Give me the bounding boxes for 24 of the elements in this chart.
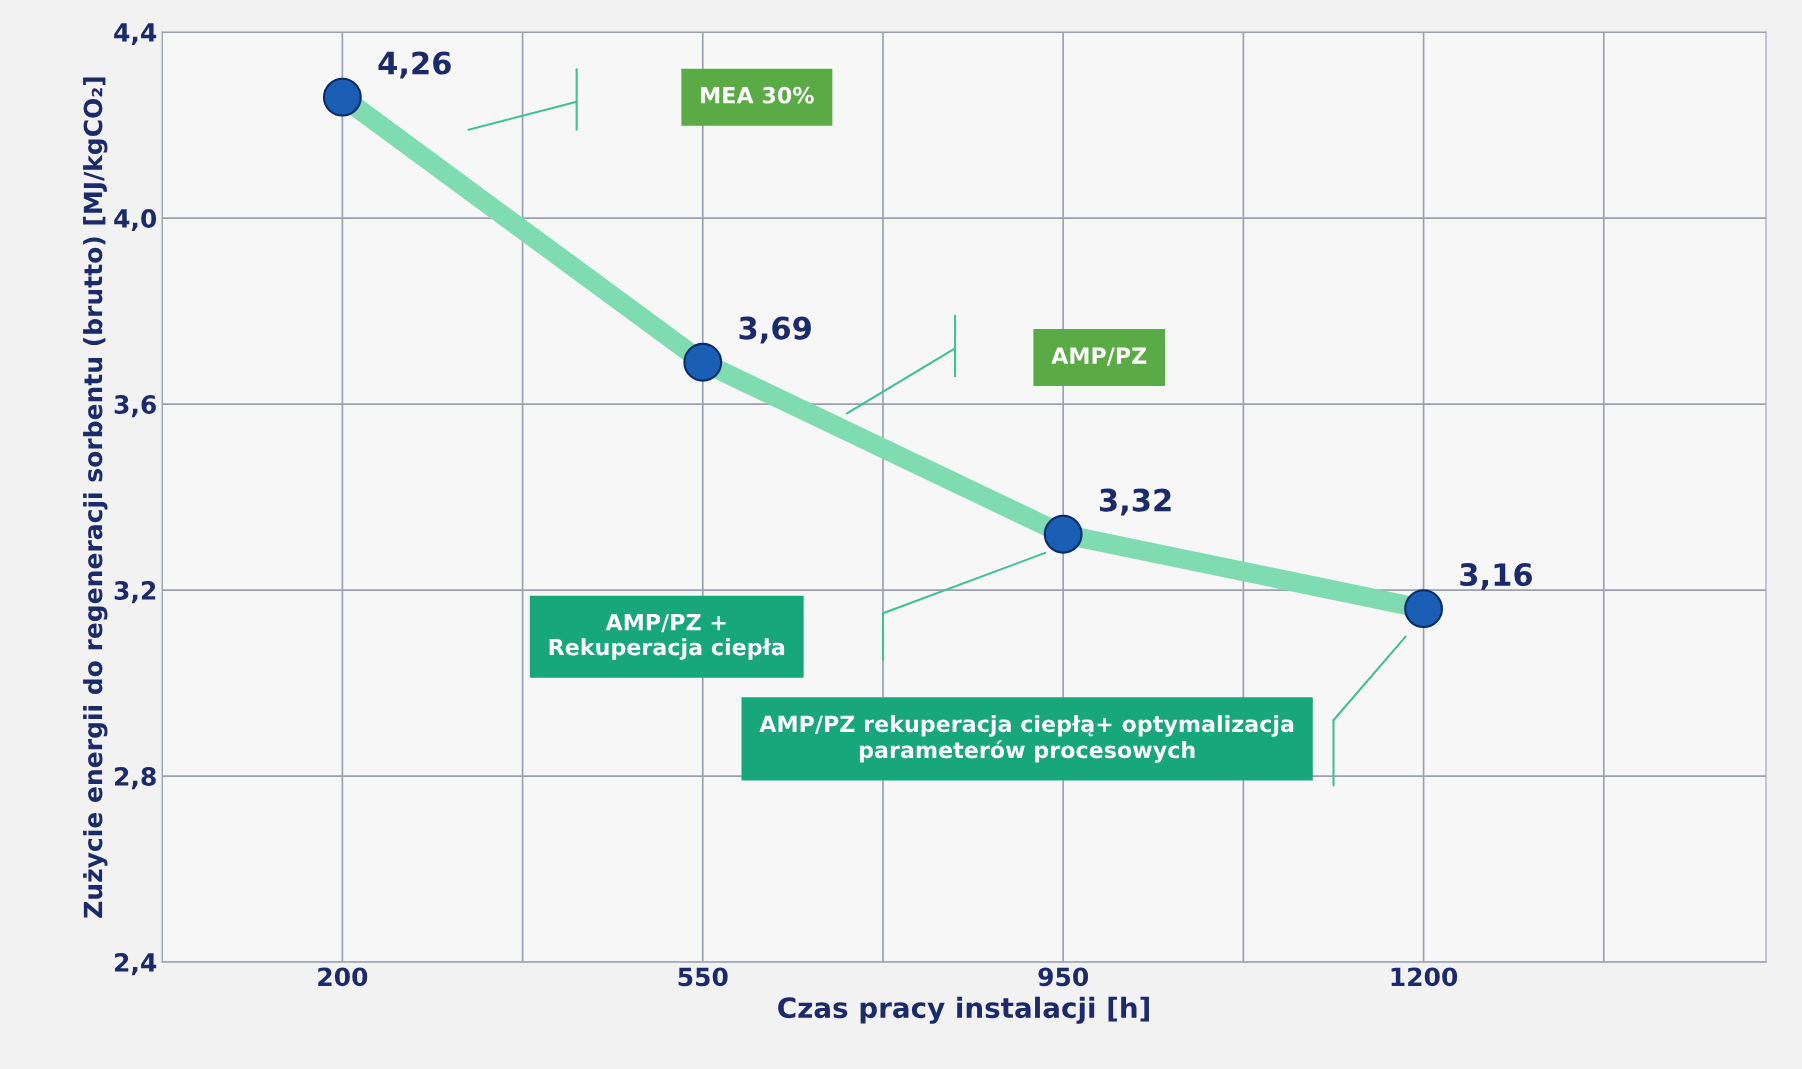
y-tick-label: 3,6 bbox=[114, 395, 156, 418]
x-tick-label: 550 bbox=[678, 967, 728, 987]
y-tick-label: 4,4 bbox=[114, 23, 157, 46]
data-label: 3,69 bbox=[739, 316, 811, 344]
y-axis-title: Zużycie energii do regeneracji sorbentu (brutto) [MJ/kgCO₂] bbox=[83, 77, 108, 918]
data-label: 3,32 bbox=[1099, 488, 1171, 516]
point bbox=[1043, 514, 1083, 554]
point bbox=[1404, 589, 1443, 629]
point bbox=[683, 342, 723, 382]
x-axis-title: Czas pracy instalacji [h] bbox=[778, 996, 1149, 1024]
annotation: AMP/PZ bbox=[1051, 347, 1147, 366]
data-label: 4,26 bbox=[378, 51, 451, 79]
x-tick-label: 1200 bbox=[1391, 967, 1458, 987]
y-tick-label: 4,0 bbox=[114, 209, 157, 232]
annotation: AMP/PZ + Rekuperacja ciepła bbox=[549, 613, 785, 660]
x-tick-label: 950 bbox=[1038, 967, 1089, 987]
data-label: 3,16 bbox=[1460, 562, 1533, 591]
annotation: AMP/PZ rekuperacja ciepłą+ optymalizacja parameterów procesowych bbox=[759, 714, 1294, 763]
y-tick-label: 2,8 bbox=[115, 767, 156, 790]
point bbox=[322, 77, 362, 117]
x-tick-label: 200 bbox=[318, 967, 368, 987]
y-tick-label: 3,2 bbox=[114, 581, 156, 604]
y-tick-label: 2,4 bbox=[115, 953, 157, 976]
annotation: MEA 30% bbox=[701, 86, 814, 104]
